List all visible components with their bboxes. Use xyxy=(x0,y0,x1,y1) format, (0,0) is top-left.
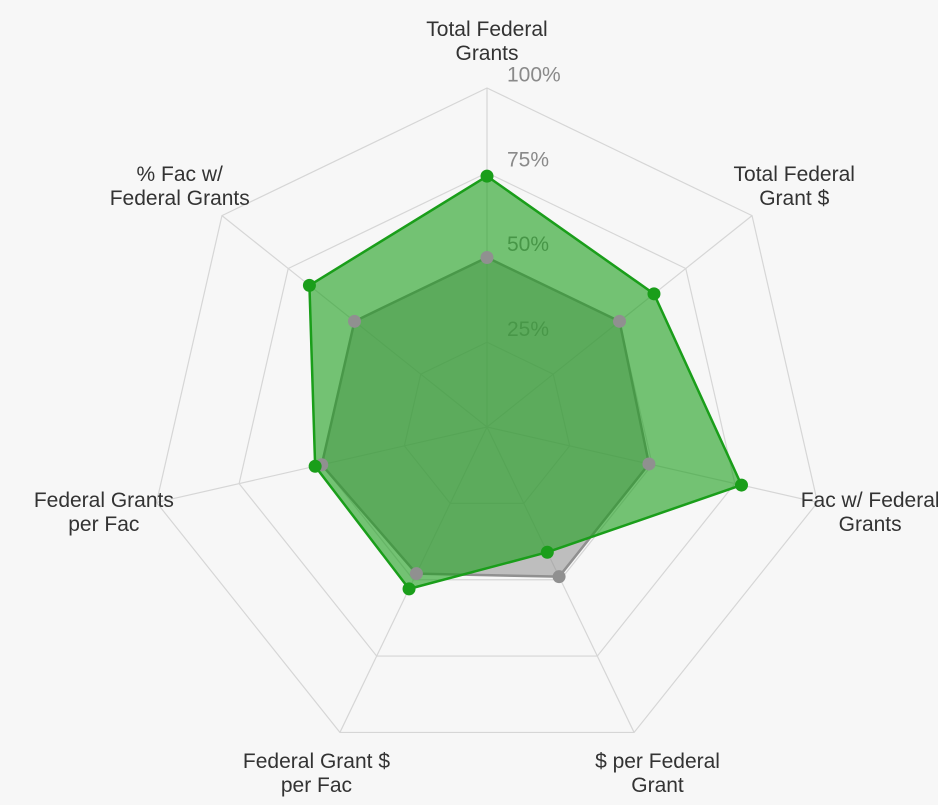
data-point xyxy=(402,582,416,596)
category-label: Total Federal Grant $ xyxy=(733,162,855,210)
series-area xyxy=(308,174,743,591)
data-point xyxy=(347,314,361,328)
data-point xyxy=(409,567,423,581)
grid-ring xyxy=(155,87,819,734)
data-point xyxy=(552,570,566,584)
data-point xyxy=(480,251,494,264)
category-label: Federal Grant $ per Fac xyxy=(242,749,390,797)
data-point xyxy=(480,169,494,183)
tick-label: 75% xyxy=(507,148,549,171)
data-point xyxy=(642,457,656,471)
category-label: $ per Federal Grant xyxy=(595,749,720,797)
category-label: Total Federal Grants xyxy=(426,18,548,65)
data-point xyxy=(613,314,627,328)
category-label: Federal Grants per Fac xyxy=(33,488,174,536)
category-label: % Fac w/ Federal Grants xyxy=(109,162,250,210)
data-point xyxy=(734,478,748,492)
data-point xyxy=(540,545,554,559)
grid-ring xyxy=(238,172,736,657)
data-point xyxy=(302,278,316,292)
data-point xyxy=(308,459,322,473)
tick-label: 100% xyxy=(507,64,561,87)
category-label: Fac w/ Federal Grants xyxy=(800,488,938,536)
data-point xyxy=(647,287,661,301)
